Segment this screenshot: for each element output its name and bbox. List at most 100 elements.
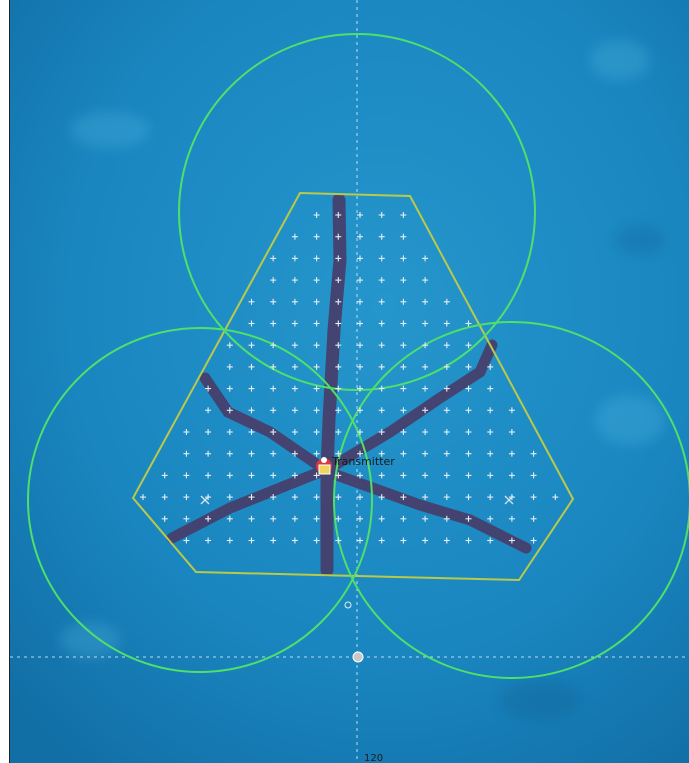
plus-marker-icon [183,472,190,479]
plus-marker-icon [335,515,342,522]
x-marker-icon [200,495,210,505]
plus-marker-icon [357,450,363,457]
plus-marker-icon [357,298,363,305]
plus-marker-icon [291,407,298,414]
plus-marker-icon [465,515,472,522]
plus-marker-icon [487,407,494,414]
plus-marker-icon [465,450,472,457]
plus-marker-icon [357,472,363,479]
plus-marker-icon [248,298,255,305]
plus-marker-icon [422,537,429,544]
plus-marker-icon [291,233,298,240]
plus-marker-icon [270,537,277,544]
plus-marker-icon [335,363,342,370]
plus-marker-icon [335,277,342,284]
plus-marker-icon [140,494,146,501]
plus-marker-icon [422,320,429,327]
plus-marker-icon [270,450,277,457]
plus-marker-icon [487,385,494,392]
plus-marker-icon [248,494,255,501]
plus-marker-icon [291,515,298,522]
plus-marker-icon [465,407,472,414]
plus-marker-icon [443,537,450,544]
plus-marker-icon [313,298,320,305]
plus-marker-icon [443,363,450,370]
plus-marker-icon [487,363,494,370]
plus-marker-icon [465,537,472,544]
plus-marker-icon [422,255,429,262]
plus-marker-icon [465,363,472,370]
plus-marker-icon [226,450,233,457]
plus-marker-icon [378,515,385,522]
plus-marker-icon [270,342,277,349]
plus-marker-icon [226,385,233,392]
plus-marker-icon [443,385,450,392]
plus-marker-icon [270,429,277,435]
plus-marker-icon [443,494,450,501]
plus-marker-icon [378,450,385,457]
plus-marker-icon [270,515,277,522]
plus-marker-icon [313,255,320,262]
transmitter-icon[interactable] [316,457,332,475]
plus-marker-icon [313,385,320,392]
plus-marker-icon [226,363,233,370]
plus-marker-icon [291,363,298,370]
plus-marker-icon [335,342,342,349]
plus-marker-icon [400,429,407,435]
plus-marker-icon [248,429,255,435]
plus-marker-icon [248,450,255,457]
plus-marker-icon [270,385,277,392]
plus-marker-icon [270,494,277,501]
plus-marker-icon [357,537,363,544]
plus-marker-icon [313,277,320,284]
plus-marker-icon [161,472,168,479]
plus-marker-icon [422,298,429,305]
plus-marker-icon [270,407,277,414]
plus-marker-icon [226,407,233,414]
coverage-circles [27,33,689,679]
plus-marker-icon [205,450,212,457]
plus-marker-icon [357,320,363,327]
plus-marker-icon [313,537,320,544]
plus-marker-icon [443,320,450,327]
plus-marker-icon [443,472,450,479]
plus-marker-icon [400,537,407,544]
plus-marker-icon [378,212,385,218]
plus-marker-icon [357,255,363,262]
plus-marker-icon [335,537,342,544]
plus-marker-icon [248,385,255,392]
plus-marker-icon [205,537,212,544]
plus-marker-icon [465,385,472,392]
plus-marker-icon [357,233,363,240]
x-marker-icon [504,495,514,505]
plus-marker-icon [378,298,385,305]
plus-marker-icon [357,212,363,218]
origin-marker[interactable] [352,651,364,663]
plus-marker-icon [335,407,342,414]
plus-marker-icon [357,385,363,392]
plus-marker-icon [335,429,342,435]
plus-marker-icon [335,255,342,262]
plus-marker-icon [400,494,407,501]
plus-marker-icon [400,320,407,327]
plus-marker-icon [183,537,190,544]
plus-marker-icon [205,429,212,435]
plus-marker-icon [226,342,233,349]
plus-marker-icon [400,515,407,522]
plus-marker-icon [205,407,212,414]
plus-marker-icon [508,472,515,479]
plus-marker-icon [378,277,385,284]
plus-marker-icon [248,515,255,522]
plus-marker-icon [291,277,298,284]
plus-marker-icon [422,342,429,349]
plus-marker-icon [270,298,277,305]
plus-marker-icon [313,363,320,370]
plus-marker-icon [205,385,212,392]
plus-marker-icon [183,494,190,501]
plus-marker-icon [422,450,429,457]
plus-marker-icon [443,342,450,349]
plus-marker-icon [508,429,515,435]
plus-marker-icon [270,472,277,479]
